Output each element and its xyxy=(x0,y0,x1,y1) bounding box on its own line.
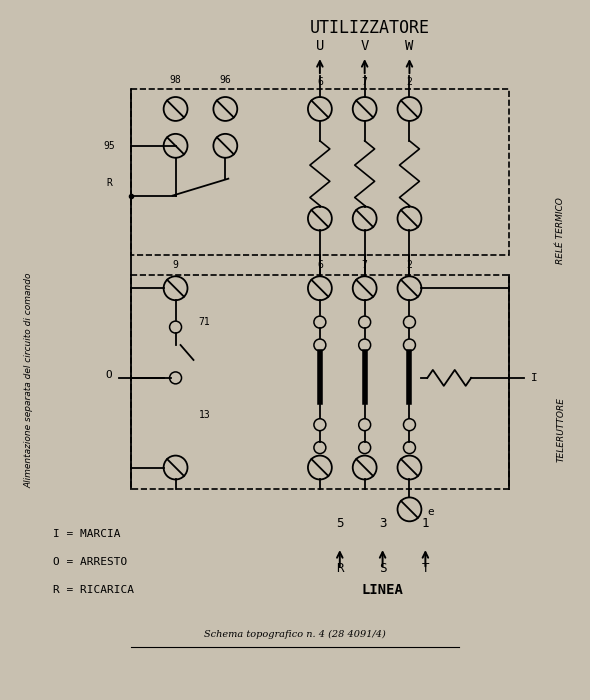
Text: 98: 98 xyxy=(170,75,182,85)
Text: 13: 13 xyxy=(199,410,210,420)
Text: Schema topografico n. 4 (28 4091/4): Schema topografico n. 4 (28 4091/4) xyxy=(204,630,386,639)
Bar xyxy=(131,89,509,256)
Text: I = MARCIA: I = MARCIA xyxy=(53,529,120,539)
Text: 1: 1 xyxy=(422,517,429,531)
Text: e: e xyxy=(427,508,434,517)
Text: I: I xyxy=(531,373,537,383)
Text: 3: 3 xyxy=(379,517,386,531)
Text: R = RICARICA: R = RICARICA xyxy=(53,585,134,595)
Text: R: R xyxy=(106,178,112,188)
Text: 5: 5 xyxy=(336,517,343,531)
Text: 71: 71 xyxy=(199,317,210,327)
Text: R: R xyxy=(336,562,343,575)
Text: 2: 2 xyxy=(407,77,412,87)
Text: 2: 2 xyxy=(407,260,412,270)
Text: LINEA: LINEA xyxy=(362,583,404,597)
Text: W: W xyxy=(405,39,414,53)
Text: U: U xyxy=(316,39,324,53)
Text: 96: 96 xyxy=(219,75,231,85)
Text: Alimentazione separata del circuito di comando: Alimentazione separata del circuito di c… xyxy=(25,272,34,488)
Text: 9: 9 xyxy=(173,260,179,270)
Text: O: O xyxy=(106,370,112,380)
Text: UTILIZZATORE: UTILIZZATORE xyxy=(310,20,430,37)
Bar xyxy=(131,275,509,489)
Text: T: T xyxy=(422,562,429,575)
Text: 7: 7 xyxy=(362,260,368,270)
Text: S: S xyxy=(379,562,386,575)
Text: 6: 6 xyxy=(317,260,323,270)
Text: 95: 95 xyxy=(103,141,115,150)
Text: 7: 7 xyxy=(362,77,368,87)
Text: V: V xyxy=(360,39,369,53)
Text: RELÉ TERMICO: RELÉ TERMICO xyxy=(556,197,565,264)
Text: 6: 6 xyxy=(317,77,323,87)
Text: TELERUTTORE: TELERUTTORE xyxy=(556,397,565,462)
Text: O = ARRESTO: O = ARRESTO xyxy=(53,557,127,567)
